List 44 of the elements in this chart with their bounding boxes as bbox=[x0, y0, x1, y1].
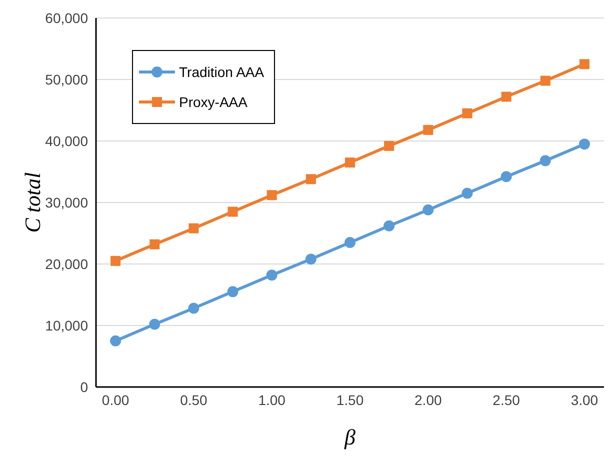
y-tick-label: 0 bbox=[80, 378, 88, 395]
point bbox=[540, 76, 550, 86]
x-tick-label: 1.00 bbox=[258, 392, 286, 408]
point bbox=[344, 236, 356, 248]
point bbox=[150, 239, 160, 250]
point bbox=[188, 223, 199, 234]
x-tick-label: 0.50 bbox=[180, 392, 208, 408]
point bbox=[462, 188, 473, 199]
point bbox=[110, 335, 122, 346]
point bbox=[266, 190, 277, 200]
y-tick-label: 10,000 bbox=[45, 317, 88, 334]
point bbox=[149, 318, 160, 330]
point bbox=[227, 286, 238, 298]
point bbox=[578, 138, 590, 150]
point bbox=[305, 254, 316, 265]
point bbox=[423, 124, 434, 135]
point bbox=[501, 92, 512, 102]
point bbox=[384, 220, 395, 232]
y-axis-title: C total bbox=[20, 172, 45, 233]
y-tick-label: 20,000 bbox=[45, 256, 88, 272]
point bbox=[540, 155, 551, 166]
x-axis-title: β bbox=[344, 424, 356, 450]
y-tick-label: 30,000 bbox=[45, 194, 88, 210]
point bbox=[579, 59, 590, 70]
y-tick-label: 50,000 bbox=[45, 71, 88, 88]
point bbox=[266, 270, 278, 281]
x-tick-label: 0.00 bbox=[102, 392, 130, 408]
x-tick-label: 2.00 bbox=[414, 392, 442, 408]
point bbox=[500, 171, 512, 182]
point bbox=[306, 174, 316, 184]
legend-label: Proxy-AAA bbox=[179, 94, 248, 110]
point bbox=[384, 140, 394, 151]
point bbox=[345, 158, 355, 168]
point bbox=[462, 108, 472, 118]
point bbox=[110, 256, 121, 266]
x-tick-label: 1.50 bbox=[336, 392, 364, 408]
legend-label: Tradition AAA bbox=[179, 64, 264, 80]
point bbox=[228, 206, 238, 217]
y-tick-label: 40,000 bbox=[45, 132, 88, 149]
point bbox=[422, 204, 434, 216]
y-tick-label: 60,000 bbox=[45, 10, 88, 26]
x-tick-label: 2.50 bbox=[492, 392, 520, 408]
x-tick-label: 3.00 bbox=[570, 392, 598, 408]
point bbox=[188, 302, 200, 314]
